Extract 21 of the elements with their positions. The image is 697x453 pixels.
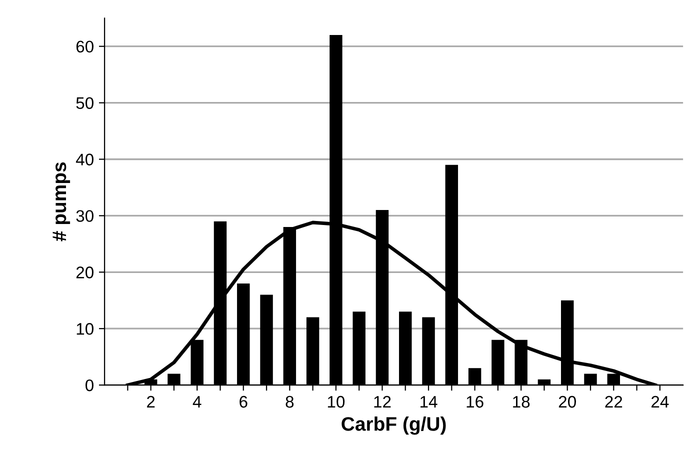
x-tick-label: 24	[651, 396, 669, 408]
y-tick-label: 0	[86, 379, 94, 392]
x-tick-label: 10	[328, 396, 345, 408]
y-tick-label: 40	[76, 154, 94, 166]
x-axis-title: CarbF (g/U)	[342, 416, 446, 435]
x-tick-label: 22	[605, 396, 622, 408]
x-tick-label: 8	[286, 396, 294, 408]
x-tick-label: 18	[513, 396, 530, 408]
y-tick-label: 20	[76, 266, 94, 278]
y-tick-label: 10	[76, 323, 94, 335]
x-tick-label: 4	[192, 396, 202, 408]
x-tick-label: 12	[374, 396, 391, 408]
y-axis-title: # pumps	[52, 162, 70, 242]
x-tick-label: 6	[240, 396, 248, 408]
y-tick-label: 60	[76, 40, 94, 53]
x-tick-label: 2	[147, 396, 155, 408]
y-tick-label: 50	[76, 97, 94, 109]
x-tick-label: 14	[420, 396, 438, 408]
x-tick-label: 16	[466, 396, 484, 408]
y-tick-label: 30	[76, 210, 94, 222]
x-tick-label: 20	[558, 396, 576, 408]
